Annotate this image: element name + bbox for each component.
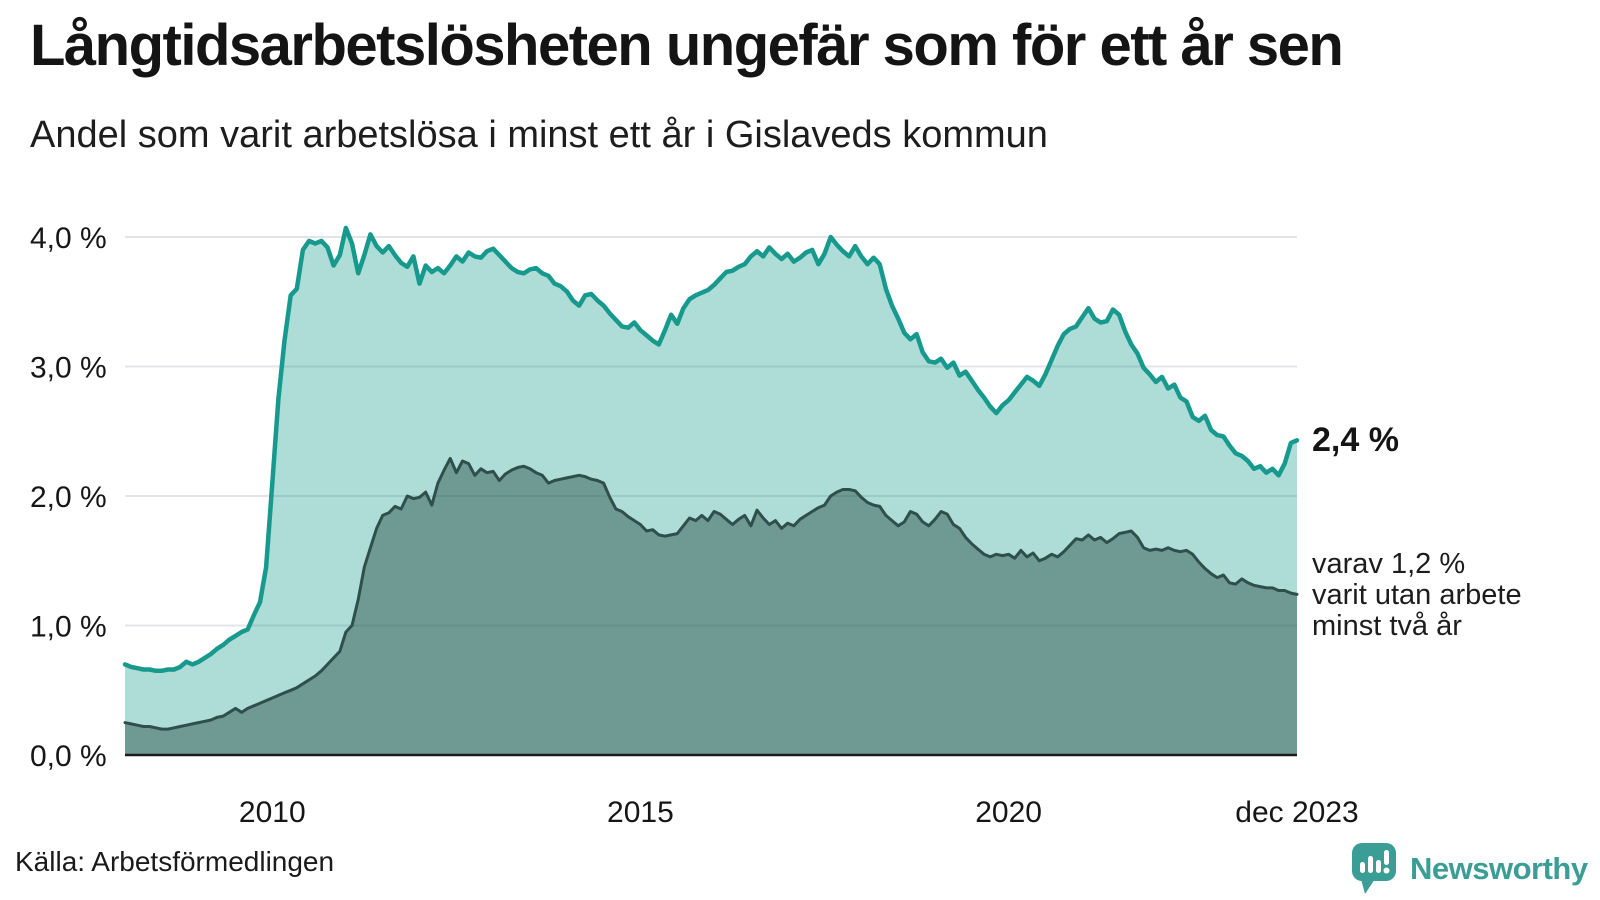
x-tick-label: 2020: [975, 796, 1042, 829]
line-inner: [123, 456, 1299, 731]
brand-logo: Newsworthy: [1352, 843, 1588, 895]
line-outer: [122, 225, 1300, 674]
source-caption: Källa: Arbetsförmedlingen: [15, 846, 335, 877]
newsworthy-bubble-chart-icon: [1352, 843, 1396, 894]
y-tick-label: 2,0 %: [30, 481, 107, 514]
page-subtitle: Andel som varit arbetslösa i minst ett å…: [30, 114, 1048, 156]
brand-wordmark: Newsworthy: [1410, 851, 1588, 886]
y-tick-label: 4,0 %: [30, 222, 107, 255]
y-tick-label: 0,0 %: [30, 740, 107, 773]
y-tick-label: 1,0 %: [30, 611, 107, 644]
y-tick-label: 3,0 %: [30, 352, 107, 385]
inner-series-note: varav 1,2 % varit utan arbete minst två …: [1312, 548, 1522, 643]
end-value-label: 2,4 %: [1312, 421, 1399, 460]
area-inner: [125, 458, 1297, 755]
x-tick-label: dec 2023: [1235, 796, 1358, 829]
page-title: Långtidsarbetslösheten ungefär som för e…: [30, 13, 1344, 78]
x-tick-label: 2010: [239, 796, 306, 829]
x-tick-label: 2015: [607, 796, 674, 829]
